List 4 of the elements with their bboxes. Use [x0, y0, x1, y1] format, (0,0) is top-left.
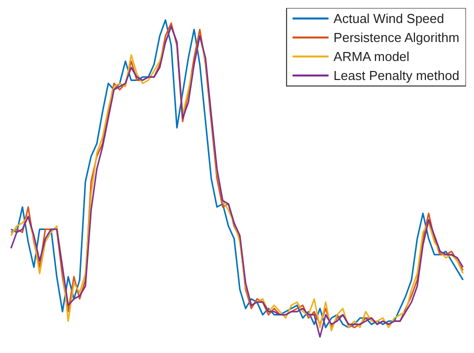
legend-label: Least Penalty method — [334, 68, 460, 83]
legend-label: Persistence Algorithm — [334, 30, 460, 45]
legend-label: Actual Wind Speed — [334, 11, 444, 26]
legend-label: ARMA model — [334, 49, 410, 64]
